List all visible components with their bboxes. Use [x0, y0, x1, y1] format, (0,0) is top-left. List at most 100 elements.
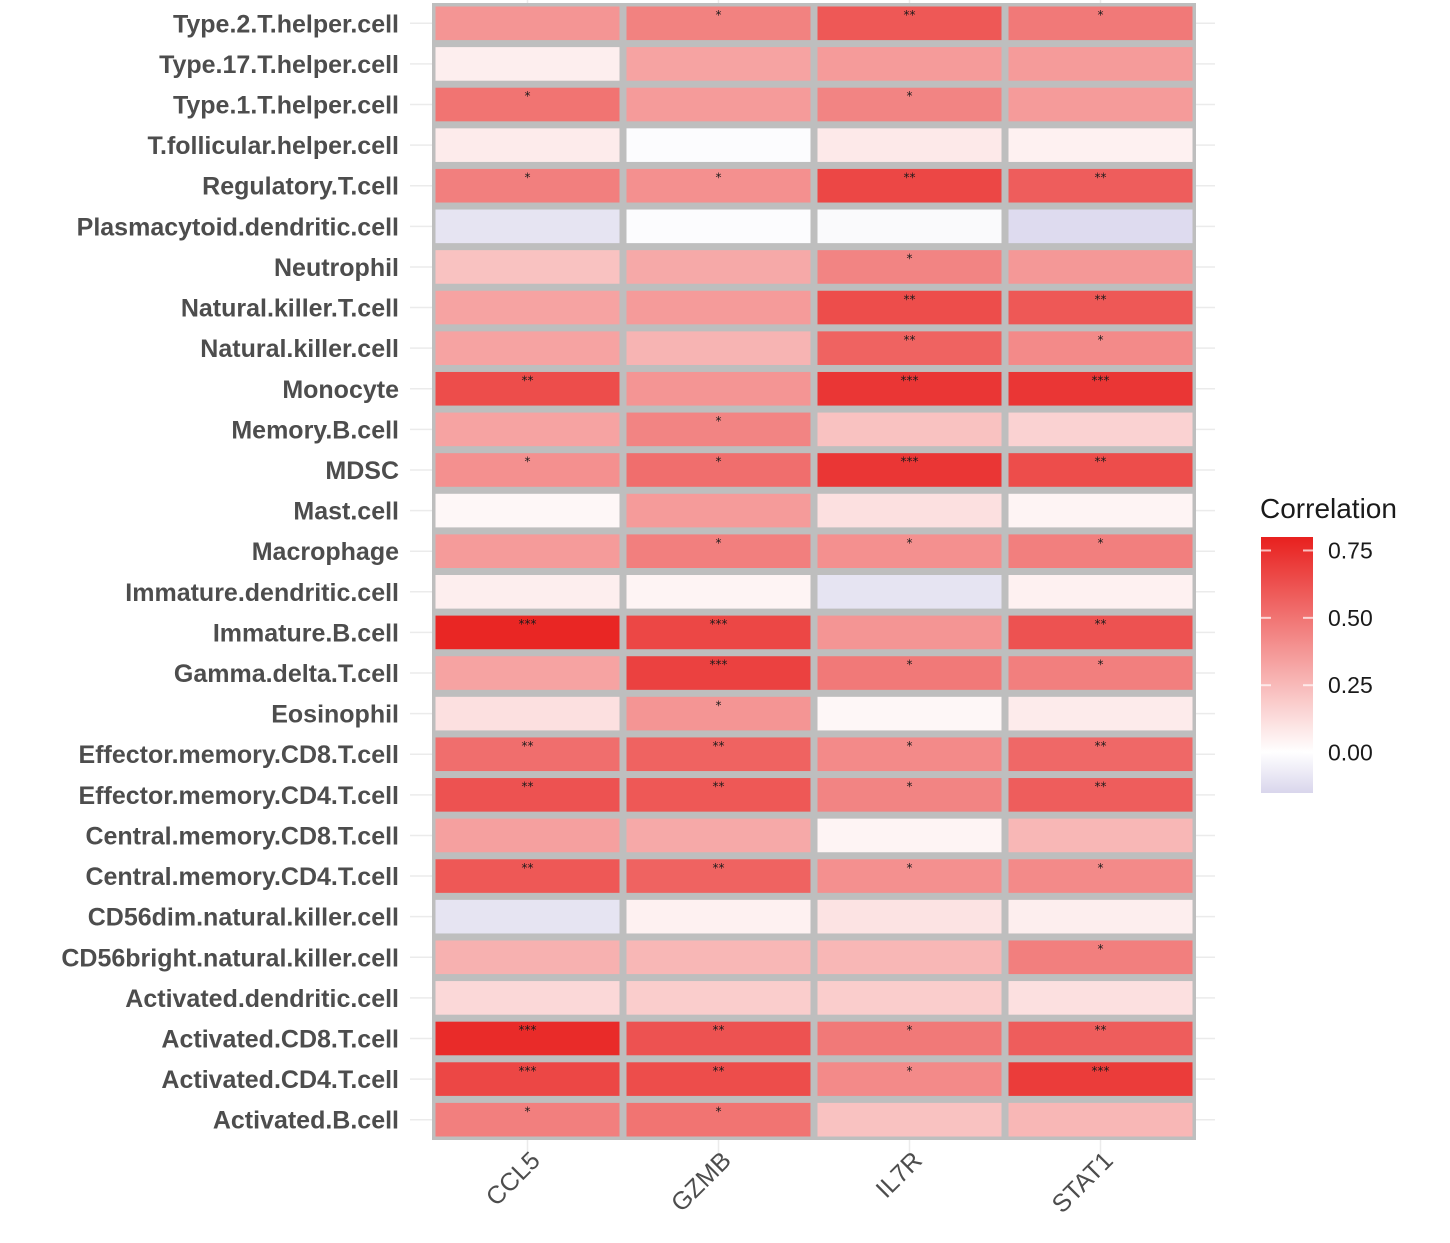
heatmap-cell — [435, 1021, 620, 1056]
heatmap-cell — [1008, 87, 1193, 122]
heatmap-cell — [817, 87, 1002, 122]
significance-label: * — [1098, 942, 1104, 956]
significance-label: ** — [1095, 617, 1107, 631]
legend-tick-label: 0.50 — [1328, 605, 1373, 631]
y-tick-label: Activated.CD8.T.cell — [161, 1025, 399, 1053]
significance-label: * — [1098, 536, 1104, 550]
heatmap-cell — [626, 615, 811, 650]
x-tick-label: CCL5 — [481, 1146, 546, 1211]
significance-label: * — [907, 1064, 913, 1078]
significance-label: ** — [713, 1064, 725, 1078]
legend-tick-label: 0.25 — [1328, 672, 1373, 698]
heatmap-cell — [435, 981, 620, 1015]
heatmap-cell — [626, 128, 811, 162]
heatmap-cell — [435, 899, 620, 934]
significance-label: *** — [519, 1064, 537, 1078]
heatmap-cell — [435, 778, 620, 812]
heatmap-cell — [1008, 940, 1193, 975]
y-tick-label: Eosinophil — [271, 701, 399, 729]
heatmap-cell — [817, 778, 1002, 812]
heatmap-cell — [1008, 331, 1193, 365]
heatmap-cell — [435, 696, 620, 731]
heatmap-cell — [435, 209, 620, 244]
y-tick-label: Plasmacytoid.dendritic.cell — [77, 213, 399, 241]
significance-labels: * ** ** ** * ** ***** **** *** *** ***** * *** *** * **… — [519, 8, 1110, 1118]
heatmap-cell — [435, 87, 620, 122]
significance-label: ** — [1095, 739, 1107, 753]
y-tick-label: Type.1.T.helper.cell — [173, 92, 399, 120]
heatmap-cell — [817, 47, 1002, 81]
heatmap-cell — [817, 250, 1002, 284]
heatmap-cell — [817, 534, 1002, 568]
heatmap-cell — [435, 250, 620, 284]
heatmap-cell — [817, 209, 1002, 244]
legend-title: Correlation — [1260, 493, 1397, 524]
heatmap-cell — [626, 1062, 811, 1096]
y-tick-label: Central.memory.CD4.T.cell — [85, 863, 399, 891]
significance-label: ** — [904, 292, 916, 306]
heatmap-cell — [1008, 1021, 1193, 1056]
legend-colorbar — [1261, 537, 1313, 793]
heatmap-cell — [1008, 696, 1193, 731]
significance-label: * — [907, 739, 913, 753]
heatmap-cell — [626, 371, 811, 406]
heatmap-cell — [1008, 575, 1193, 609]
heatmap-cell — [817, 6, 1002, 41]
significance-label: * — [907, 861, 913, 875]
significance-label: *** — [1092, 373, 1110, 387]
heatmap-cell — [1008, 290, 1193, 325]
significance-label: *** — [710, 658, 728, 672]
heatmap-cell — [626, 209, 811, 244]
heatmap-cell — [435, 940, 620, 975]
significance-label: ** — [713, 780, 725, 794]
heatmap-cell — [626, 47, 811, 81]
heatmap-cell — [435, 412, 620, 447]
significance-label: * — [525, 455, 531, 469]
heatmap-cell — [817, 453, 1002, 487]
y-tick-label: Neutrophil — [274, 254, 399, 282]
heatmap-cell — [1008, 615, 1193, 650]
y-tick-label: Effector.memory.CD4.T.cell — [79, 782, 399, 810]
heatmap-cell — [626, 87, 811, 122]
heatmap-cell — [1008, 209, 1193, 244]
heatmap-cell — [817, 128, 1002, 162]
significance-label: ** — [713, 1023, 725, 1037]
heatmap-cell — [626, 168, 811, 203]
heatmap-cell — [817, 412, 1002, 447]
heatmap-cell — [435, 493, 620, 528]
heatmap-cell — [1008, 899, 1193, 934]
significance-label: * — [716, 455, 722, 469]
heatmap-cell — [817, 940, 1002, 975]
significance-label: *** — [901, 373, 919, 387]
heatmap-cell — [817, 290, 1002, 325]
significance-label: * — [525, 89, 531, 103]
heatmap-cell — [1008, 371, 1193, 406]
significance-label: * — [716, 698, 722, 712]
heatmap-cell — [626, 1021, 811, 1056]
heatmap-cell — [626, 737, 811, 772]
significance-label: * — [525, 1104, 531, 1118]
heatmap-cell — [1008, 737, 1193, 772]
heatmap-cell — [626, 778, 811, 812]
heatmap-cell — [1008, 656, 1193, 690]
x-tick-label: GZMB — [666, 1146, 737, 1217]
heatmap-cell — [817, 1102, 1002, 1137]
y-tick-label: Gamma.delta.T.cell — [174, 660, 399, 688]
significance-label: ** — [713, 861, 725, 875]
heatmap-cell — [817, 1021, 1002, 1056]
significance-label: ** — [713, 739, 725, 753]
heatmap-cell — [1008, 778, 1193, 812]
significance-label: * — [716, 8, 722, 22]
heatmap-cell — [817, 615, 1002, 650]
significance-label: ** — [522, 780, 534, 794]
heatmap-cell — [626, 534, 811, 568]
heatmap-cell — [626, 818, 811, 853]
significance-label: ** — [1095, 292, 1107, 306]
y-tick-label: Type.2.T.helper.cell — [173, 10, 399, 38]
heatmap-cell — [817, 168, 1002, 203]
heatmap-cell — [435, 615, 620, 650]
heatmap-cell — [435, 1062, 620, 1096]
heatmap-cell — [435, 859, 620, 893]
significance-label: *** — [710, 617, 728, 631]
